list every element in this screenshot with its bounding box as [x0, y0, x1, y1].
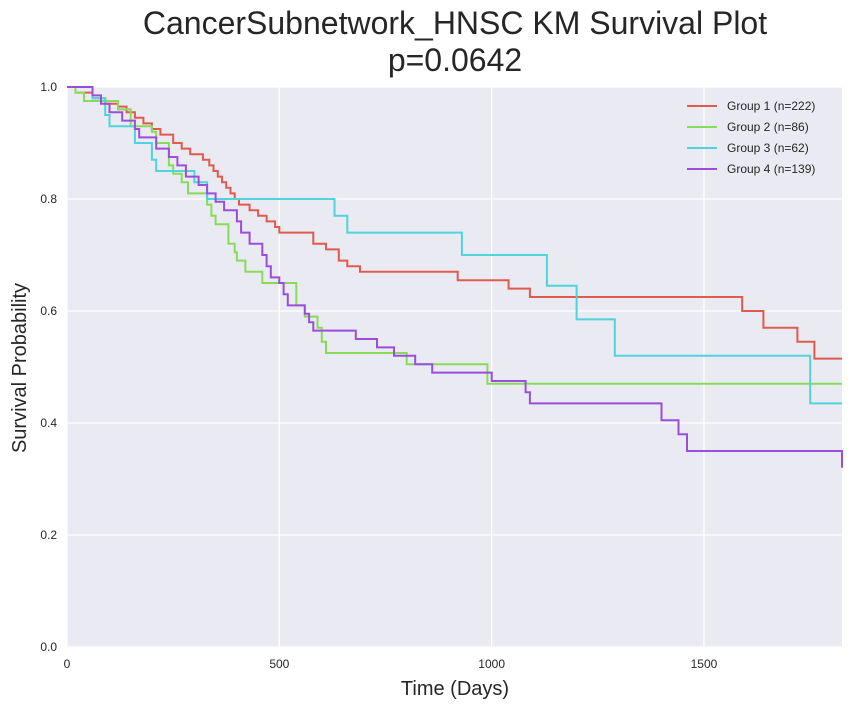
- legend-label: Group 3 (n=62): [727, 141, 809, 155]
- legend: Group 1 (n=222) Group 2 (n=86) Group 3 (n=…: [687, 99, 815, 176]
- x-tick-label: 1000: [478, 657, 505, 671]
- legend-label: Group 1 (n=222): [727, 99, 815, 113]
- chart-title-line2: p=0.0642: [388, 42, 522, 78]
- y-tick-label: 0.2: [40, 528, 57, 542]
- tick-labels: 0.0 0.2 0.4 0.6 0.8 1.0 0 500 1000 1500: [40, 80, 717, 671]
- y-tick-label: 0.8: [40, 192, 57, 206]
- legend-label: Group 2 (n=86): [727, 120, 809, 134]
- y-tick-label: 0.0: [40, 640, 57, 654]
- legend-label: Group 4 (n=139): [727, 162, 815, 176]
- grid: [66, 86, 842, 648]
- series-line-group-1: [67, 86, 842, 360]
- x-axis-label: Time (Days): [401, 678, 509, 700]
- y-axis-label: Survival Probability: [9, 283, 31, 453]
- y-tick-label: 0.6: [40, 304, 57, 318]
- plot-area: [67, 87, 842, 647]
- series-line-group-4: [67, 86, 843, 468]
- series-line-group-2: [67, 86, 842, 385]
- x-tick-label: 1500: [691, 657, 718, 671]
- x-tick-label: 0: [64, 657, 71, 671]
- chart-title-line1: CancerSubnetwork_HNSC KM Survival Plot: [143, 5, 767, 41]
- x-tick-label: 500: [269, 657, 289, 671]
- y-tick-label: 0.4: [40, 416, 57, 430]
- series-layer: [67, 86, 843, 468]
- y-tick-label: 1.0: [40, 80, 57, 94]
